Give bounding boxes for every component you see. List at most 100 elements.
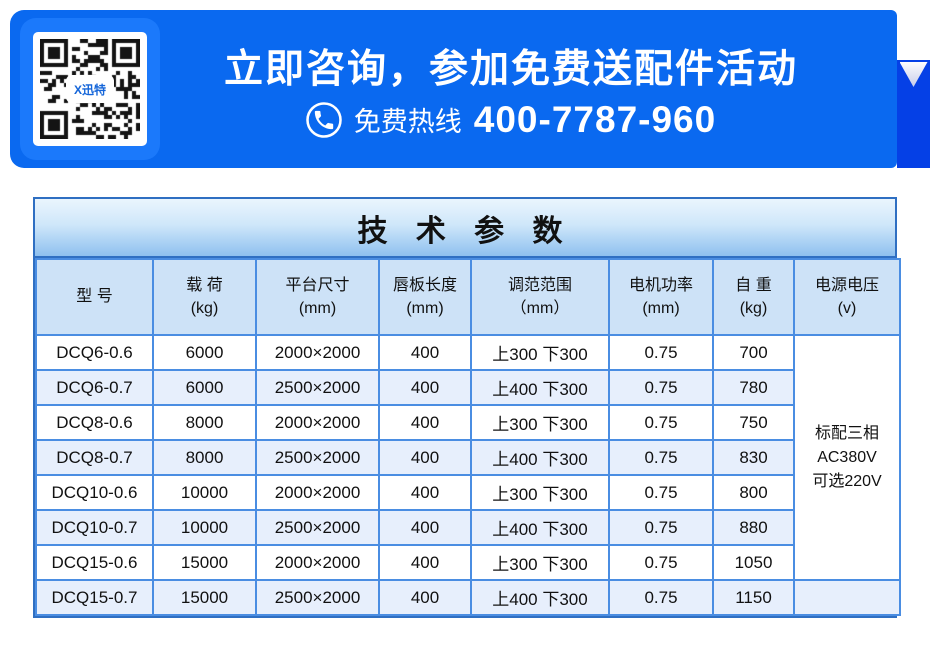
cell-lip-length: 400 <box>378 544 472 581</box>
hotline-number: 400-7787-960 <box>473 98 717 140</box>
spec-section: 技 术 参 数 型 号 载 荷 (kg) 平台尺寸 (mm) 唇板长度 (mm) 调范… <box>33 197 901 618</box>
cell-self-weight: 880 <box>712 509 795 546</box>
cell-model: DCQ8-0.6 <box>35 404 154 441</box>
header-line: 调范范围 <box>507 276 572 294</box>
header-cell-self-weight: 自 重 (kg) <box>712 258 795 336</box>
header-line: (mm) <box>298 300 337 317</box>
cell-motor-power: 0.75 <box>608 474 714 511</box>
header-cell-platform-size: 平台尺寸 (mm) <box>255 258 380 336</box>
header-row: 型 号 载 荷 (kg) 平台尺寸 (mm) 唇板长度 (mm) 调范范围 （mm） 电… <box>35 258 901 336</box>
cell-adjust-range: 上300 下300 <box>470 544 610 581</box>
cell-platform-size: 2500×2000 <box>255 509 380 546</box>
qr-code-frame: X迅特 <box>20 18 160 160</box>
voltage-empty-cell <box>793 579 901 616</box>
cell-self-weight: 780 <box>712 369 795 406</box>
cell-lip-length: 400 <box>378 439 472 476</box>
header-line: 自 重 <box>735 276 772 294</box>
cell-adjust-range: 上300 下300 <box>470 404 610 441</box>
header-line: 载 荷 <box>186 276 223 294</box>
header-cell-lip-length: 唇板长度 (mm) <box>378 258 472 336</box>
down-arrow-icon <box>899 62 928 87</box>
cell-platform-size: 2500×2000 <box>255 369 380 406</box>
header-cell-model: 型 号 <box>35 258 154 336</box>
header-cell-load: 载 荷 (kg) <box>152 258 257 336</box>
cell-model: DCQ10-0.6 <box>35 474 154 511</box>
cell-load: 15000 <box>152 579 257 616</box>
cell-motor-power: 0.75 <box>608 509 714 546</box>
cell-lip-length: 400 <box>378 474 472 511</box>
voltage-note-line: 标配三相 <box>814 424 879 442</box>
spec-table: 型 号 载 荷 (kg) 平台尺寸 (mm) 唇板长度 (mm) 调范范围 （mm） 电… <box>35 258 901 616</box>
voltage-note-line: 可选220V <box>812 472 882 490</box>
header-line: 型 号 <box>76 288 113 306</box>
cell-adjust-range: 上400 下300 <box>470 369 610 406</box>
voltage-note-cell: 标配三相 AC380V 可选220V <box>793 334 901 581</box>
table-row: DCQ8-0.7 8000 2500×2000 400 上400 下300 0.… <box>35 439 900 476</box>
qr-logo-badge: X迅特 <box>66 75 114 103</box>
cell-platform-size: 2000×2000 <box>255 334 380 371</box>
cell-motor-power: 0.75 <box>608 544 714 581</box>
cell-motor-power: 0.75 <box>608 439 714 476</box>
header-cell-motor-power: 电机功率 (mm) <box>608 258 714 336</box>
spec-table-title: 技 术 参 数 <box>35 199 895 258</box>
header-line: 电源电压 <box>814 276 879 294</box>
cell-motor-power: 0.75 <box>608 579 714 616</box>
header-line: 电机功率 <box>628 276 693 294</box>
cell-self-weight: 1150 <box>712 579 795 616</box>
cell-load: 8000 <box>152 404 257 441</box>
header-cell-adjust-range: 调范范围 （mm） <box>470 258 610 336</box>
banner-headline: 立即咨询，参加免费送配件活动 <box>223 47 798 91</box>
table-row: DCQ8-0.6 8000 2000×2000 400 上300 下300 0.… <box>35 404 900 441</box>
cell-motor-power: 0.75 <box>608 369 714 406</box>
voltage-note-line: AC380V <box>817 448 877 466</box>
cell-adjust-range: 上400 下300 <box>470 509 610 546</box>
cell-motor-power: 0.75 <box>608 334 714 371</box>
cell-platform-size: 2500×2000 <box>255 439 380 476</box>
hotline-label: 免费热线 <box>353 107 462 137</box>
header-cell-voltage: 电源电压 (v) <box>793 258 901 336</box>
cell-adjust-range: 上300 下300 <box>470 474 610 511</box>
cell-model: DCQ15-0.6 <box>35 544 154 581</box>
header-line: (v) <box>837 300 857 317</box>
cell-load: 15000 <box>152 544 257 581</box>
cell-self-weight: 830 <box>712 439 795 476</box>
cell-lip-length: 400 <box>378 369 472 406</box>
promo-banner[interactable]: X迅特 立即咨询，参加免费送配件活动 免费热线 400-7787-960 <box>10 10 897 168</box>
cell-model: DCQ10-0.7 <box>35 509 154 546</box>
cell-load: 8000 <box>152 439 257 476</box>
cell-load: 6000 <box>152 334 257 371</box>
cell-platform-size: 2500×2000 <box>255 579 380 616</box>
header-line: (kg) <box>190 300 219 317</box>
cell-self-weight: 1050 <box>712 544 795 581</box>
cell-adjust-range: 上300 下300 <box>470 334 610 371</box>
cell-self-weight: 800 <box>712 474 795 511</box>
hotline-row: 免费热线 400-7787-960 <box>306 99 716 141</box>
banner-content: 立即咨询，参加免费送配件活动 免费热线 400-7787-960 <box>170 10 852 168</box>
cell-model: DCQ15-0.7 <box>35 579 154 616</box>
header-line: 平台尺寸 <box>285 276 350 294</box>
cell-platform-size: 2000×2000 <box>255 544 380 581</box>
table-row: DCQ10-0.6 10000 2000×2000 400 上300 下300 … <box>35 474 900 511</box>
table-row: DCQ10-0.7 10000 2500×2000 400 上400 下300 … <box>35 509 900 546</box>
cell-lip-length: 400 <box>378 579 472 616</box>
qr-logo-text: X迅特 <box>73 82 106 97</box>
cell-lip-length: 400 <box>378 334 472 371</box>
cell-load: 6000 <box>152 369 257 406</box>
table-row: DCQ15-0.7 15000 2500×2000 400 上400 下300 … <box>35 579 901 616</box>
cell-platform-size: 2000×2000 <box>255 474 380 511</box>
cell-motor-power: 0.75 <box>608 404 714 441</box>
cell-platform-size: 2000×2000 <box>255 404 380 441</box>
header-line: (mm) <box>642 300 680 317</box>
cell-load: 10000 <box>152 509 257 546</box>
cell-self-weight: 750 <box>712 404 795 441</box>
cell-lip-length: 400 <box>378 404 472 441</box>
qr-code-box: X迅特 <box>33 32 147 146</box>
phone-icon <box>306 101 342 138</box>
cell-adjust-range: 上400 下300 <box>470 579 610 616</box>
table-row: DCQ15-0.6 15000 2000×2000 400 上300 下300 … <box>35 544 900 581</box>
cell-model: DCQ6-0.7 <box>35 369 154 406</box>
cell-self-weight: 700 <box>712 334 795 371</box>
side-tab <box>897 60 930 168</box>
cell-lip-length: 400 <box>378 509 472 546</box>
table-row: DCQ6-0.7 6000 2500×2000 400 上400 下300 0.… <box>35 369 900 406</box>
